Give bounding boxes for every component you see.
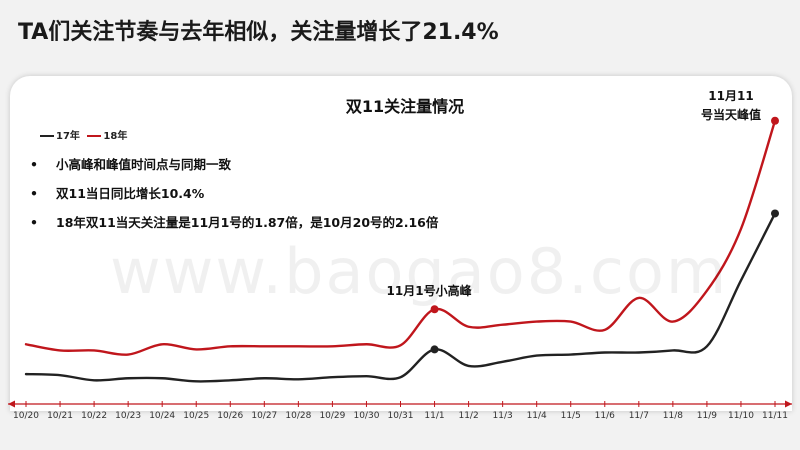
x-tick-label: 11/2 <box>458 411 478 421</box>
bullet-item: • 18年双11当天关注量是11月1号的1.87倍，是10月20号的2.16倍 <box>30 215 439 230</box>
x-axis-arrow-left <box>8 400 15 408</box>
x-axis: 10/20 10/21 10/22 10/23 10/24 10/25 10/26 10/27… <box>8 400 792 421</box>
bullet-text: 小高峰和峰值时间点与同期一致 <box>56 157 232 172</box>
bullet-item: • 小高峰和峰值时间点与同期一致 <box>30 157 232 172</box>
x-tick-label: 10/23 <box>115 411 141 421</box>
x-tick-label: 11/5 <box>561 411 581 421</box>
x-tick-label: 10/26 <box>217 411 243 421</box>
annotations: 11月1号小高峰 11月11 号当天峰值 <box>387 89 779 354</box>
chart-card <box>10 76 792 411</box>
watermark: www.baogao8.com <box>110 235 729 308</box>
annotation-label: 11月11 <box>708 89 753 103</box>
bullet-list: • 小高峰和峰值时间点与同期一致 • 双11当日同比增长10.4% • 18年双11当… <box>30 154 438 241</box>
series-group <box>24 119 777 383</box>
x-tick-label: 11/4 <box>527 411 547 421</box>
x-tick-label: 11/3 <box>493 411 513 421</box>
x-tick-label: 11/8 <box>663 411 683 421</box>
x-tick-label: 10/25 <box>183 411 209 421</box>
x-tick-label: 10/30 <box>353 411 379 421</box>
x-tick-label: 11/11 <box>762 411 788 421</box>
bullet-text: 18年双11当天关注量是11月1号的1.87倍，是10月20号的2.16倍 <box>56 215 439 230</box>
legend: 17年 18年 <box>40 127 127 142</box>
legend-swatch-18 <box>87 135 102 137</box>
data-point-marker <box>430 345 439 354</box>
x-tick-label: 10/29 <box>319 411 345 421</box>
series-line-18年 <box>24 119 777 356</box>
data-point-marker <box>771 116 779 125</box>
x-tick-label: 11/6 <box>595 411 615 421</box>
annotation-label: 号当天峰值 <box>701 107 761 122</box>
x-tick-label: 10/24 <box>149 411 175 421</box>
legend-label-17: 17年 <box>56 131 80 142</box>
series-line-17年 <box>24 212 777 383</box>
legend-label-18: 18年 <box>103 131 128 142</box>
x-tick-label: 11/9 <box>697 411 717 421</box>
x-tick-label: 10/22 <box>81 411 107 421</box>
x-tick-label: 10/27 <box>251 411 277 421</box>
data-point-marker <box>771 209 779 218</box>
bullet-text: 双11当日同比增长10.4% <box>56 186 205 201</box>
x-tick-label: 10/21 <box>47 411 73 421</box>
bullet-item: • 双11当日同比增长10.4% <box>30 186 205 201</box>
x-tick-label: 11/10 <box>728 411 754 421</box>
slide-title: TA们关注节奏与去年相似，关注量增长了21.4% <box>18 20 499 45</box>
x-tick-label: 11/1 <box>424 411 444 421</box>
x-tick-label: 10/31 <box>388 411 414 421</box>
legend-swatch-17 <box>40 135 54 137</box>
chart-title: 双11关注量情况 <box>346 97 464 116</box>
x-tick-label: 11/7 <box>629 411 649 421</box>
x-axis-arrow-right <box>785 400 792 408</box>
data-point-marker <box>430 305 439 314</box>
x-tick-label: 10/28 <box>285 411 311 421</box>
x-tick-label: 10/20 <box>13 411 39 421</box>
annotation-label: 11月1号小高峰 <box>387 283 473 298</box>
